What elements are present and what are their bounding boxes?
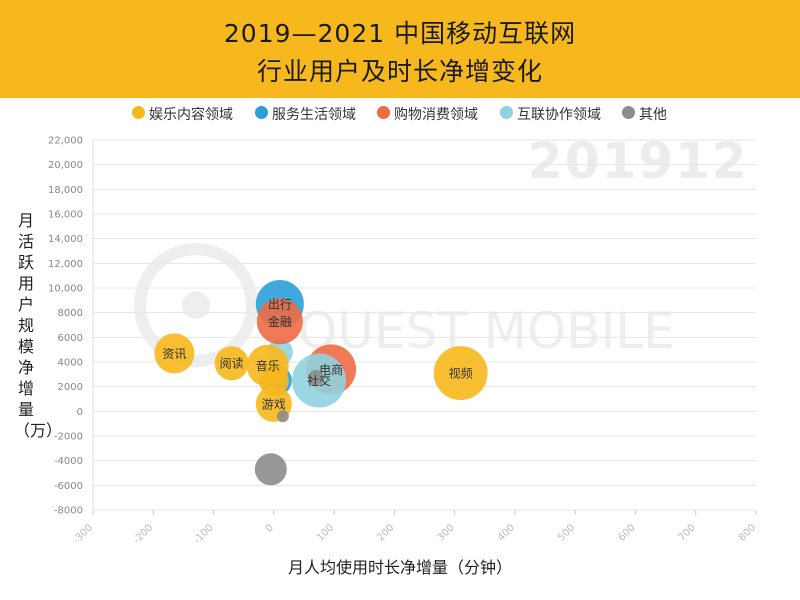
x-tick-label: 600 [616, 522, 637, 543]
watermark-logo-ring [134, 243, 258, 367]
data-label: 金融 [268, 314, 292, 329]
x-tick-label: 800 [737, 522, 758, 543]
y-tick-label: 6000 [58, 333, 83, 344]
legend: 娱乐内容领域 服务生活领域 购物消费领域 互联协作领域 其他 [0, 104, 800, 123]
y-tick-label: 8000 [58, 308, 83, 319]
x-tick-label: 400 [496, 522, 517, 543]
data-point [154, 333, 195, 374]
x-tick-label: 200 [375, 522, 396, 543]
chart-title-line1: 2019—2021 中国移动互联网 [223, 19, 577, 48]
x-tick-label: 0 [264, 522, 276, 534]
legend-label: 购物消费领域 [394, 107, 478, 123]
y-tick-label: 18,000 [48, 185, 83, 196]
x-tick-label: 300 [435, 522, 456, 543]
x-tick-label: -200 [132, 522, 156, 546]
header-banner: 2019—2021 中国移动互联网 行业用户及时长净增变化 [0, 0, 800, 98]
data-point [433, 346, 488, 401]
data-label: 游戏 [262, 397, 286, 411]
data-label: 社交 [307, 373, 331, 388]
x-tick-label: -300 [71, 522, 95, 546]
legend-label: 服务生活领域 [272, 107, 356, 123]
x-axis-label: 月人均使用时长净增量（分钟） [287, 558, 512, 577]
data-label: 音乐 [256, 358, 280, 373]
y-tick-label: -6000 [54, 481, 83, 492]
year-watermark: 201912 [528, 132, 749, 190]
watermark-logo-dot [182, 291, 210, 319]
data-point [308, 370, 325, 387]
legend-label: 互联协作领域 [517, 107, 601, 123]
data-point [276, 410, 289, 423]
y-tick-label: 10,000 [48, 284, 83, 295]
y-tick-label: -4000 [54, 456, 83, 467]
y-axis-label: 月活跃用户规模净增量（万） [14, 211, 63, 440]
data-label: 阅读 [220, 357, 244, 371]
y-tick-label: -8000 [54, 506, 83, 517]
data-point [256, 298, 303, 345]
y-tick-label: 20,000 [48, 160, 83, 171]
data-label: 电商 [319, 362, 343, 377]
y-tick-label: 22,000 [48, 136, 83, 147]
x-tick-label: 500 [556, 522, 577, 543]
legend-marker [500, 106, 513, 119]
legend-label: 娱乐内容领域 [149, 107, 233, 123]
x-tick-label: 700 [677, 522, 698, 543]
data-label: 资讯 [162, 347, 186, 361]
data-label: 出行 [268, 298, 292, 312]
y-tick-label: 2000 [58, 382, 83, 393]
data-point [254, 453, 287, 486]
chart-title-line2: 行业用户及时长净增变化 [256, 57, 543, 86]
x-tick-label: -100 [192, 522, 216, 546]
legend-marker [377, 106, 390, 119]
legend-marker [132, 106, 145, 119]
data-label: 视频 [449, 366, 473, 381]
y-tick-label: 16,000 [48, 210, 83, 221]
legend-marker [255, 106, 268, 119]
y-tick-label: 14,000 [48, 234, 83, 245]
data-point [214, 346, 249, 381]
legend-marker [622, 106, 635, 119]
y-tick-label: -2000 [54, 432, 83, 443]
y-tick-label: 12,000 [48, 259, 83, 270]
x-tick-label: 100 [315, 522, 336, 543]
watermark-brand-text: QUEST MOBILE [298, 302, 675, 360]
legend-label: 其他 [639, 107, 667, 123]
y-tick-label: 0 [77, 407, 83, 418]
y-tick-label: 4000 [58, 358, 83, 369]
